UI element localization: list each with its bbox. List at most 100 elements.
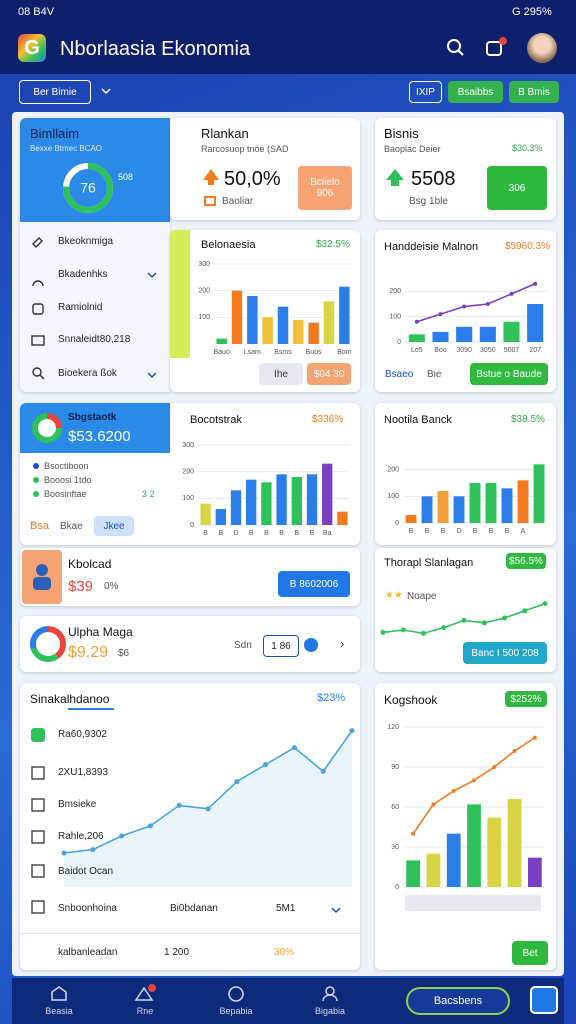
list-item[interactable]: 2XU1,8393: [58, 767, 109, 778]
kpi-change: $30.3%: [512, 143, 543, 153]
mega-note: $6: [118, 648, 130, 659]
nav-item[interactable]: Bigabia: [314, 1006, 346, 1016]
point: [400, 627, 406, 633]
menu-item[interactable]: Ramiolnid: [58, 302, 103, 313]
shape: [148, 984, 156, 992]
avatar[interactable]: [527, 33, 557, 63]
x-tick-label: 3090: [456, 347, 472, 354]
combo-chart: 0 100 200 Lo5 Boo 3090 3050 5007 207: [389, 281, 547, 354]
info-icon[interactable]: [304, 638, 318, 652]
count-box[interactable]: 1 86: [263, 635, 299, 657]
promo-button[interactable]: B 8602006: [278, 571, 350, 597]
menu-icons: [31, 237, 45, 380]
x-tick-label: B: [203, 530, 208, 537]
y-tick-label: 100: [198, 314, 210, 321]
notification-icon[interactable]: [484, 36, 508, 60]
side-menu: Bkeoknmiga Bkadenhks Ramiolnid Snnaleidt…: [20, 222, 170, 392]
donut: [30, 626, 66, 662]
bar: [527, 857, 542, 887]
x-tick-label: B: [473, 528, 478, 535]
row-item: Bi0bdanan: [170, 903, 218, 914]
nav-item[interactable]: Bepabia: [219, 1006, 253, 1016]
list-item[interactable]: Ra60,9302: [58, 729, 107, 740]
card-subtitle: Bexxe Btmec BCAO: [30, 144, 103, 153]
bar: [337, 511, 348, 525]
chevron[interactable]: [100, 86, 112, 96]
bar: [469, 483, 481, 523]
list-item[interactable]: Baidot Ocan: [58, 866, 114, 877]
axis-band: [405, 895, 541, 911]
mega-value: $9.29: [68, 644, 109, 661]
list-item[interactable]: Rahle,206: [58, 831, 104, 842]
kpi-button[interactable]: 306: [487, 166, 547, 210]
point: [90, 847, 96, 853]
point: [431, 802, 436, 807]
activity-card: Sinakalhdanoo $23% Ra60,9302 2XU1,8393 B…: [20, 683, 360, 970]
nav-item[interactable]: Rne: [136, 1006, 154, 1016]
badge: $32.5%: [316, 239, 350, 250]
kpi-note: Baoliar: [222, 196, 254, 207]
toolbar-button[interactable]: Bsaibbs: [448, 81, 503, 103]
button-label: Bciielo: [310, 177, 340, 188]
shape: [101, 88, 111, 95]
shape: [39, 374, 45, 380]
chart-button[interactable]: Ihe: [259, 363, 303, 385]
y-tick-label: 200: [182, 469, 194, 476]
x-tick-label: Bom: [337, 349, 352, 356]
logo[interactable]: G: [18, 34, 46, 62]
shape: [325, 986, 335, 996]
chart-button[interactable]: $04 30: [307, 363, 351, 385]
chart-card: Kogshook $252% 0 30 60 90 120 Bet: [375, 683, 556, 970]
menu-item[interactable]: Snnaleidt80,218: [58, 334, 131, 345]
tag-button[interactable]: Jkee: [94, 516, 134, 536]
x-tick-label: 207: [529, 347, 541, 354]
nav-action[interactable]: [530, 986, 558, 1014]
bar: [306, 474, 318, 525]
app-title: Nborlaasia Ekonomia: [60, 38, 251, 60]
shape: [228, 986, 244, 1002]
x-tick-label: B: [218, 530, 223, 537]
bar-chart: 0 100 200 B B B D B B B A: [387, 464, 547, 535]
bar: [467, 804, 481, 887]
bar: [405, 515, 417, 523]
chevron[interactable]: ›: [340, 636, 345, 651]
nav-item[interactable]: Beasia: [45, 1006, 73, 1016]
bar: [308, 322, 319, 344]
chart-button[interactable]: Banc I 500 208: [463, 642, 547, 664]
chevron[interactable]: [330, 905, 342, 915]
point: [263, 762, 269, 768]
area-chart: [61, 728, 355, 887]
footer-link[interactable]: Bie: [427, 369, 442, 380]
tag[interactable]: Bsa: [30, 520, 49, 532]
tag[interactable]: Bkae: [60, 521, 83, 532]
filter-button[interactable]: Ber Bimie: [19, 80, 91, 104]
menu-item[interactable]: Bkadenhks: [58, 269, 108, 280]
point: [147, 823, 153, 829]
search-icon[interactable]: [446, 38, 466, 58]
bar: [262, 317, 273, 344]
y-tick-label: 300: [198, 261, 210, 268]
shape: [33, 477, 39, 483]
list-item[interactable]: Bmsieke: [58, 799, 97, 810]
menu-item[interactable]: Bioekera ßok: [58, 368, 117, 379]
x-tick-label: B: [441, 528, 446, 535]
bar-chart: 0 100 200 300 B B D B B B B B Ba: [182, 442, 350, 537]
bar: [485, 483, 497, 523]
chart-card: Thorapl Slanlagan $56.5% ★★ Noape Banc I…: [375, 548, 556, 672]
point: [502, 615, 507, 621]
bar: [501, 488, 513, 523]
footer-link[interactable]: Bsaeo: [385, 369, 414, 380]
menu-item[interactable]: Bkeoknmiga: [58, 236, 114, 247]
x-tick-label: B: [310, 530, 315, 537]
chart-button[interactable]: Bet: [512, 941, 548, 965]
toolbar-button[interactable]: IXIP: [409, 81, 442, 103]
nav-pill[interactable]: Bacsbens: [406, 987, 510, 1015]
kpi-button[interactable]: Bciielo 906: [298, 166, 352, 210]
card-title: Bimllaim: [30, 126, 80, 141]
toolbar-button[interactable]: B Bmis: [509, 81, 559, 103]
chart-button[interactable]: Bstue o Baude: [470, 363, 548, 385]
note-icon: [204, 196, 216, 206]
promo-figure: [33, 564, 51, 590]
bar: [276, 474, 287, 525]
card-title: Sinakalhdanoo: [30, 692, 110, 706]
